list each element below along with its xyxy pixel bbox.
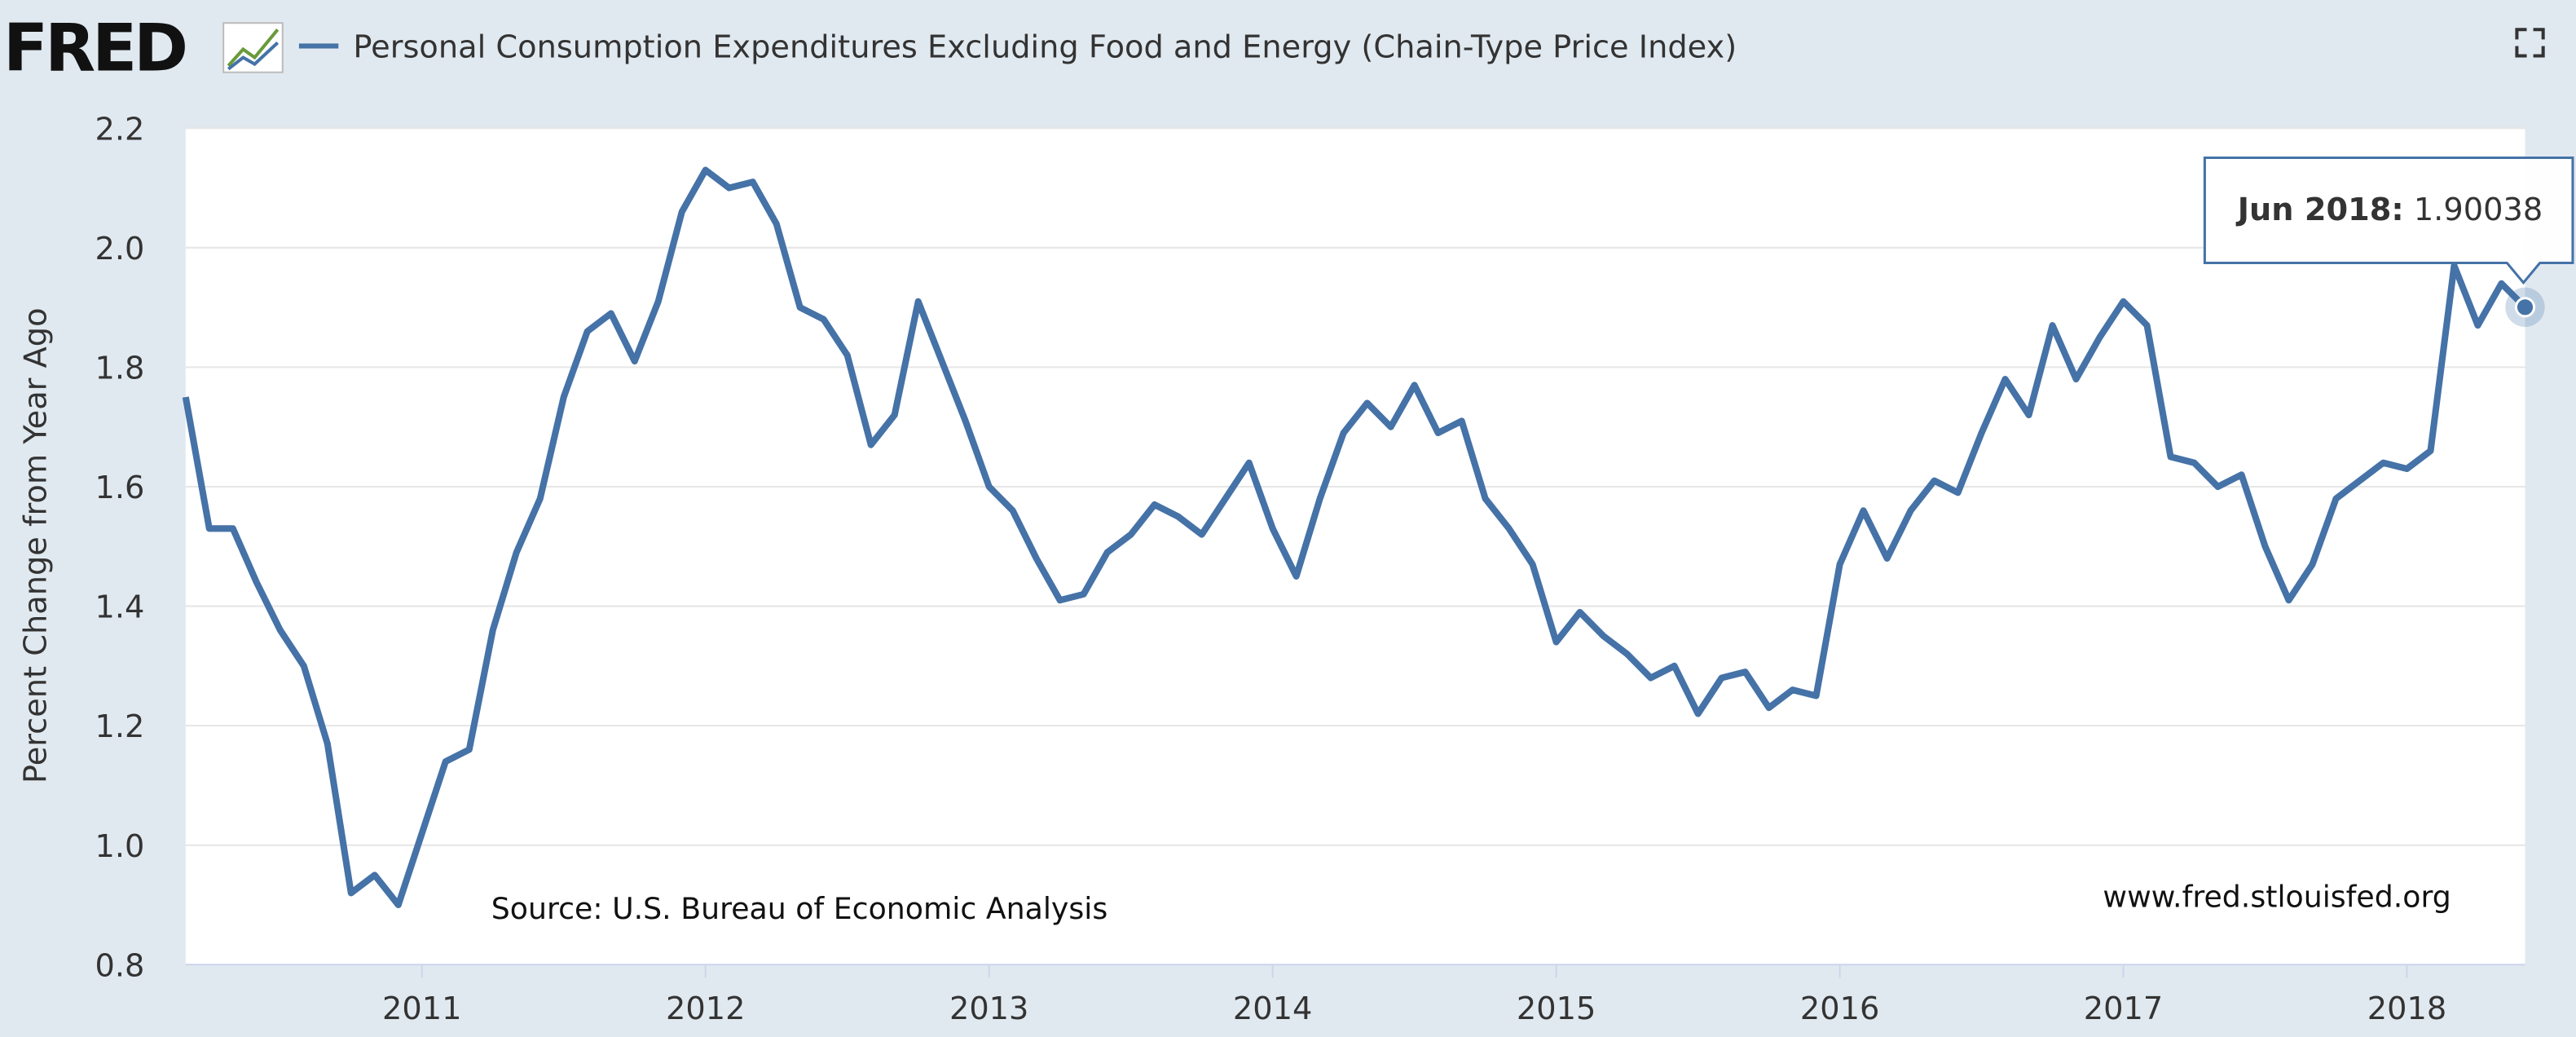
brand-logo: FRED (3, 11, 185, 87)
x-tick-label: 2017 (2084, 991, 2163, 1027)
y-tick-label: 2.0 (95, 231, 144, 267)
y-tick-label: 0.8 (95, 947, 144, 984)
tooltip-text: Jun 2018: 1.90038 (2235, 192, 2543, 228)
y-tick-label: 1.0 (95, 828, 144, 865)
tooltip-label: Jun 2018: (2235, 192, 2404, 228)
y-tick-label: 1.8 (95, 351, 144, 387)
series-line (182, 166, 2528, 909)
x-tick-label: 2011 (382, 991, 461, 1027)
y-tick-label: 2.2 (95, 111, 144, 148)
fullscreen-button[interactable] (2515, 28, 2545, 58)
x-tick-label: 2018 (2367, 991, 2446, 1027)
y-axis-label: Percent Change from Year Ago (17, 307, 54, 783)
source-note: Source: U.S. Bureau of Economic Analysis (491, 891, 1107, 926)
x-tick-label: 2015 (1517, 991, 1596, 1027)
watermark: www.fred.stlouisfed.org (2103, 880, 2451, 915)
tooltip-box (2203, 157, 2574, 285)
tooltip-value: 1.90038 (2414, 192, 2543, 228)
y-tick-label: 1.6 (95, 470, 144, 506)
logo-icon (222, 22, 284, 73)
plot-area (185, 128, 2525, 965)
hover-point (2514, 297, 2536, 318)
legend-label: Personal Consumption Expenditures Exclud… (353, 29, 1737, 66)
x-tick-label: 2013 (949, 991, 1028, 1027)
y-tick-label: 1.4 (95, 589, 144, 626)
x-tick-label: 2014 (1233, 991, 1312, 1027)
x-tick-label: 2016 (1800, 991, 1879, 1027)
x-tick-label: 2012 (666, 991, 745, 1027)
y-tick-label: 1.2 (95, 708, 144, 745)
